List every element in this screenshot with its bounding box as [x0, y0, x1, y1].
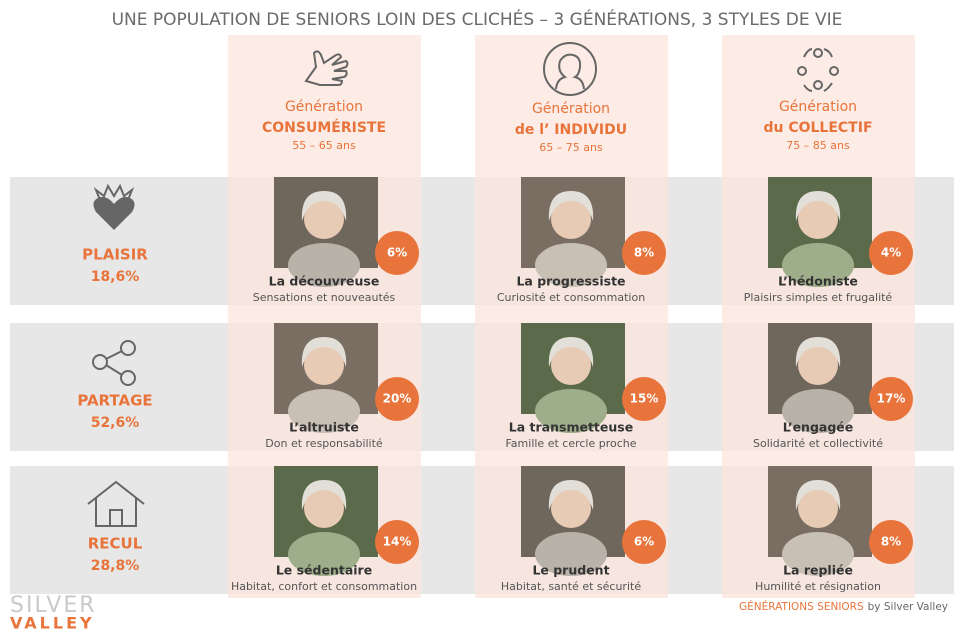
profile-description: Don et responsabilité	[265, 437, 383, 450]
profile-name: La transmetteuse	[509, 420, 633, 435]
share-label: 6%	[387, 246, 407, 260]
profile-name: La découvreuse	[269, 274, 380, 289]
share-label: 15%	[630, 392, 659, 406]
column-name: de l’ INDIVIDU	[515, 122, 627, 138]
row-share: 18,6%	[91, 269, 140, 285]
page-title: UNE POPULATION DE SENIORS LOIN DES CLICH…	[112, 8, 843, 30]
share-label: 8%	[634, 246, 654, 260]
infographic: UNE POPULATION DE SENIORS LOIN DES CLICH…	[0, 0, 954, 629]
profile-description: Solidarité et collectivité	[753, 437, 883, 450]
profile-description: Plaisirs simples et frugalité	[744, 291, 893, 304]
row-name: PLAISIR	[82, 246, 148, 264]
share-label: 8%	[881, 535, 901, 549]
column-ages: 55 – 65 ans	[292, 139, 356, 152]
profile-name: La repliée	[783, 563, 853, 578]
profile-description: Curiosité et consommation	[497, 291, 645, 304]
row-name: RECUL	[88, 535, 143, 553]
profile-description: Habitat, santé et sécurité	[501, 580, 641, 593]
profile-name: La progressiste	[516, 274, 625, 289]
profile-name: Le prudent	[532, 563, 609, 578]
share-label: 17%	[877, 392, 906, 406]
profile-description: Sensations et nouveautés	[253, 291, 396, 304]
credit: GÉNÉRATIONS SENIORS by Silver Valley	[739, 600, 948, 613]
profile-name: L’altruiste	[289, 420, 359, 435]
column-label: Génération	[285, 99, 363, 115]
column-label: Génération	[532, 101, 610, 117]
profile-description: Humilité et résignation	[755, 580, 881, 593]
profile-name: Le sédentaire	[276, 563, 372, 578]
profile-name: L’engagée	[783, 420, 854, 435]
profile-description: Famille et cercle proche	[505, 437, 636, 450]
credit-highlight: GÉNÉRATIONS SENIORS	[739, 600, 864, 613]
share-label: 20%	[383, 392, 412, 406]
column-label: Génération	[779, 99, 857, 115]
profile-description: Habitat, confort et consommation	[231, 580, 417, 593]
column-ages: 75 – 85 ans	[786, 139, 850, 152]
brand-bottom: VALLEY	[10, 614, 95, 629]
row-name: PARTAGE	[77, 392, 152, 410]
share-label: 14%	[383, 535, 412, 549]
share-label: 4%	[881, 246, 901, 260]
column-ages: 65 – 75 ans	[539, 141, 603, 154]
credit-rest: by Silver Valley	[868, 601, 948, 613]
row-share: 52,6%	[91, 415, 140, 431]
column-name: CONSUMÉRISTE	[262, 119, 386, 136]
profile-name: L’hédoniste	[778, 274, 858, 289]
column-name: du COLLECTIF	[763, 120, 872, 136]
share-label: 6%	[634, 535, 654, 549]
row-share: 28,8%	[91, 558, 140, 574]
